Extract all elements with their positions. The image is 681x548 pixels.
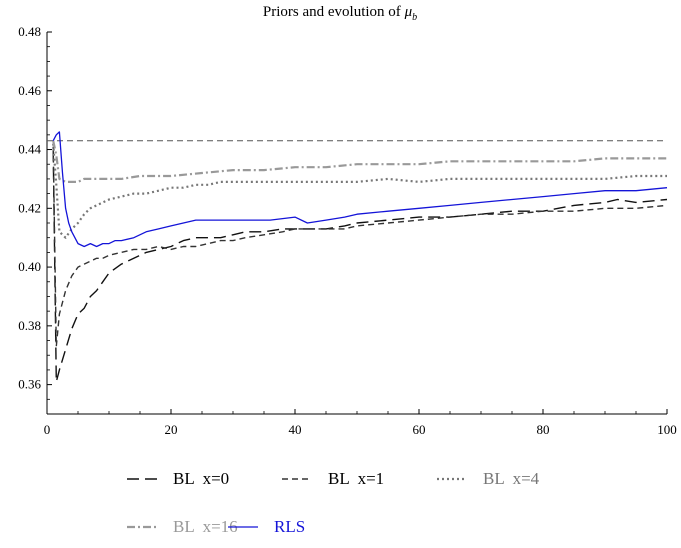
- legend-label-4: BL x=16: [173, 517, 238, 536]
- y-tick-label: 0.44: [18, 142, 41, 157]
- legend-label-5: RLS: [274, 517, 305, 536]
- chart-title-text: Priors and evolution of: [263, 4, 401, 20]
- y-tick-label: 0.46: [18, 83, 41, 98]
- y-tick-label: 0.36: [18, 377, 41, 392]
- y-tick-label: 0.38: [18, 318, 41, 333]
- x-tick-label: 0: [44, 422, 51, 437]
- y-tick-label: 0.40: [18, 259, 41, 274]
- x-tick-label: 60: [413, 422, 426, 437]
- x-tick-label: 80: [537, 422, 550, 437]
- chart-title-subscript: b: [412, 12, 417, 23]
- series-line-2: [52, 146, 668, 348]
- series-line-3: [52, 143, 667, 239]
- legend: BL x=0 BL x=1 BL x=4 BL x=16 RLS: [127, 469, 540, 536]
- x-tick-label: 40: [289, 422, 302, 437]
- chart-title: Priors and evolution of μb: [263, 4, 417, 23]
- x-tick-label: 20: [165, 422, 178, 437]
- series-line-4: [52, 140, 667, 183]
- legend-label-3: BL x=4: [483, 469, 540, 488]
- x-tick-label: 100: [657, 422, 677, 437]
- legend-label-1: BL x=0: [173, 469, 229, 488]
- legend-label-2: BL x=1: [328, 469, 384, 488]
- axes: 0 20 40 60 80 100 0.36 0.38 0.40 0.42 0.44 0.46 0.48: [18, 24, 677, 437]
- chart-title-symbol: μ: [404, 4, 413, 20]
- series-layer: [52, 131, 668, 383]
- y-tick-label: 0.48: [18, 24, 41, 39]
- series-line-1: [52, 149, 668, 383]
- y-tick-label: 0.42: [18, 200, 41, 215]
- series-line-5: [52, 131, 668, 248]
